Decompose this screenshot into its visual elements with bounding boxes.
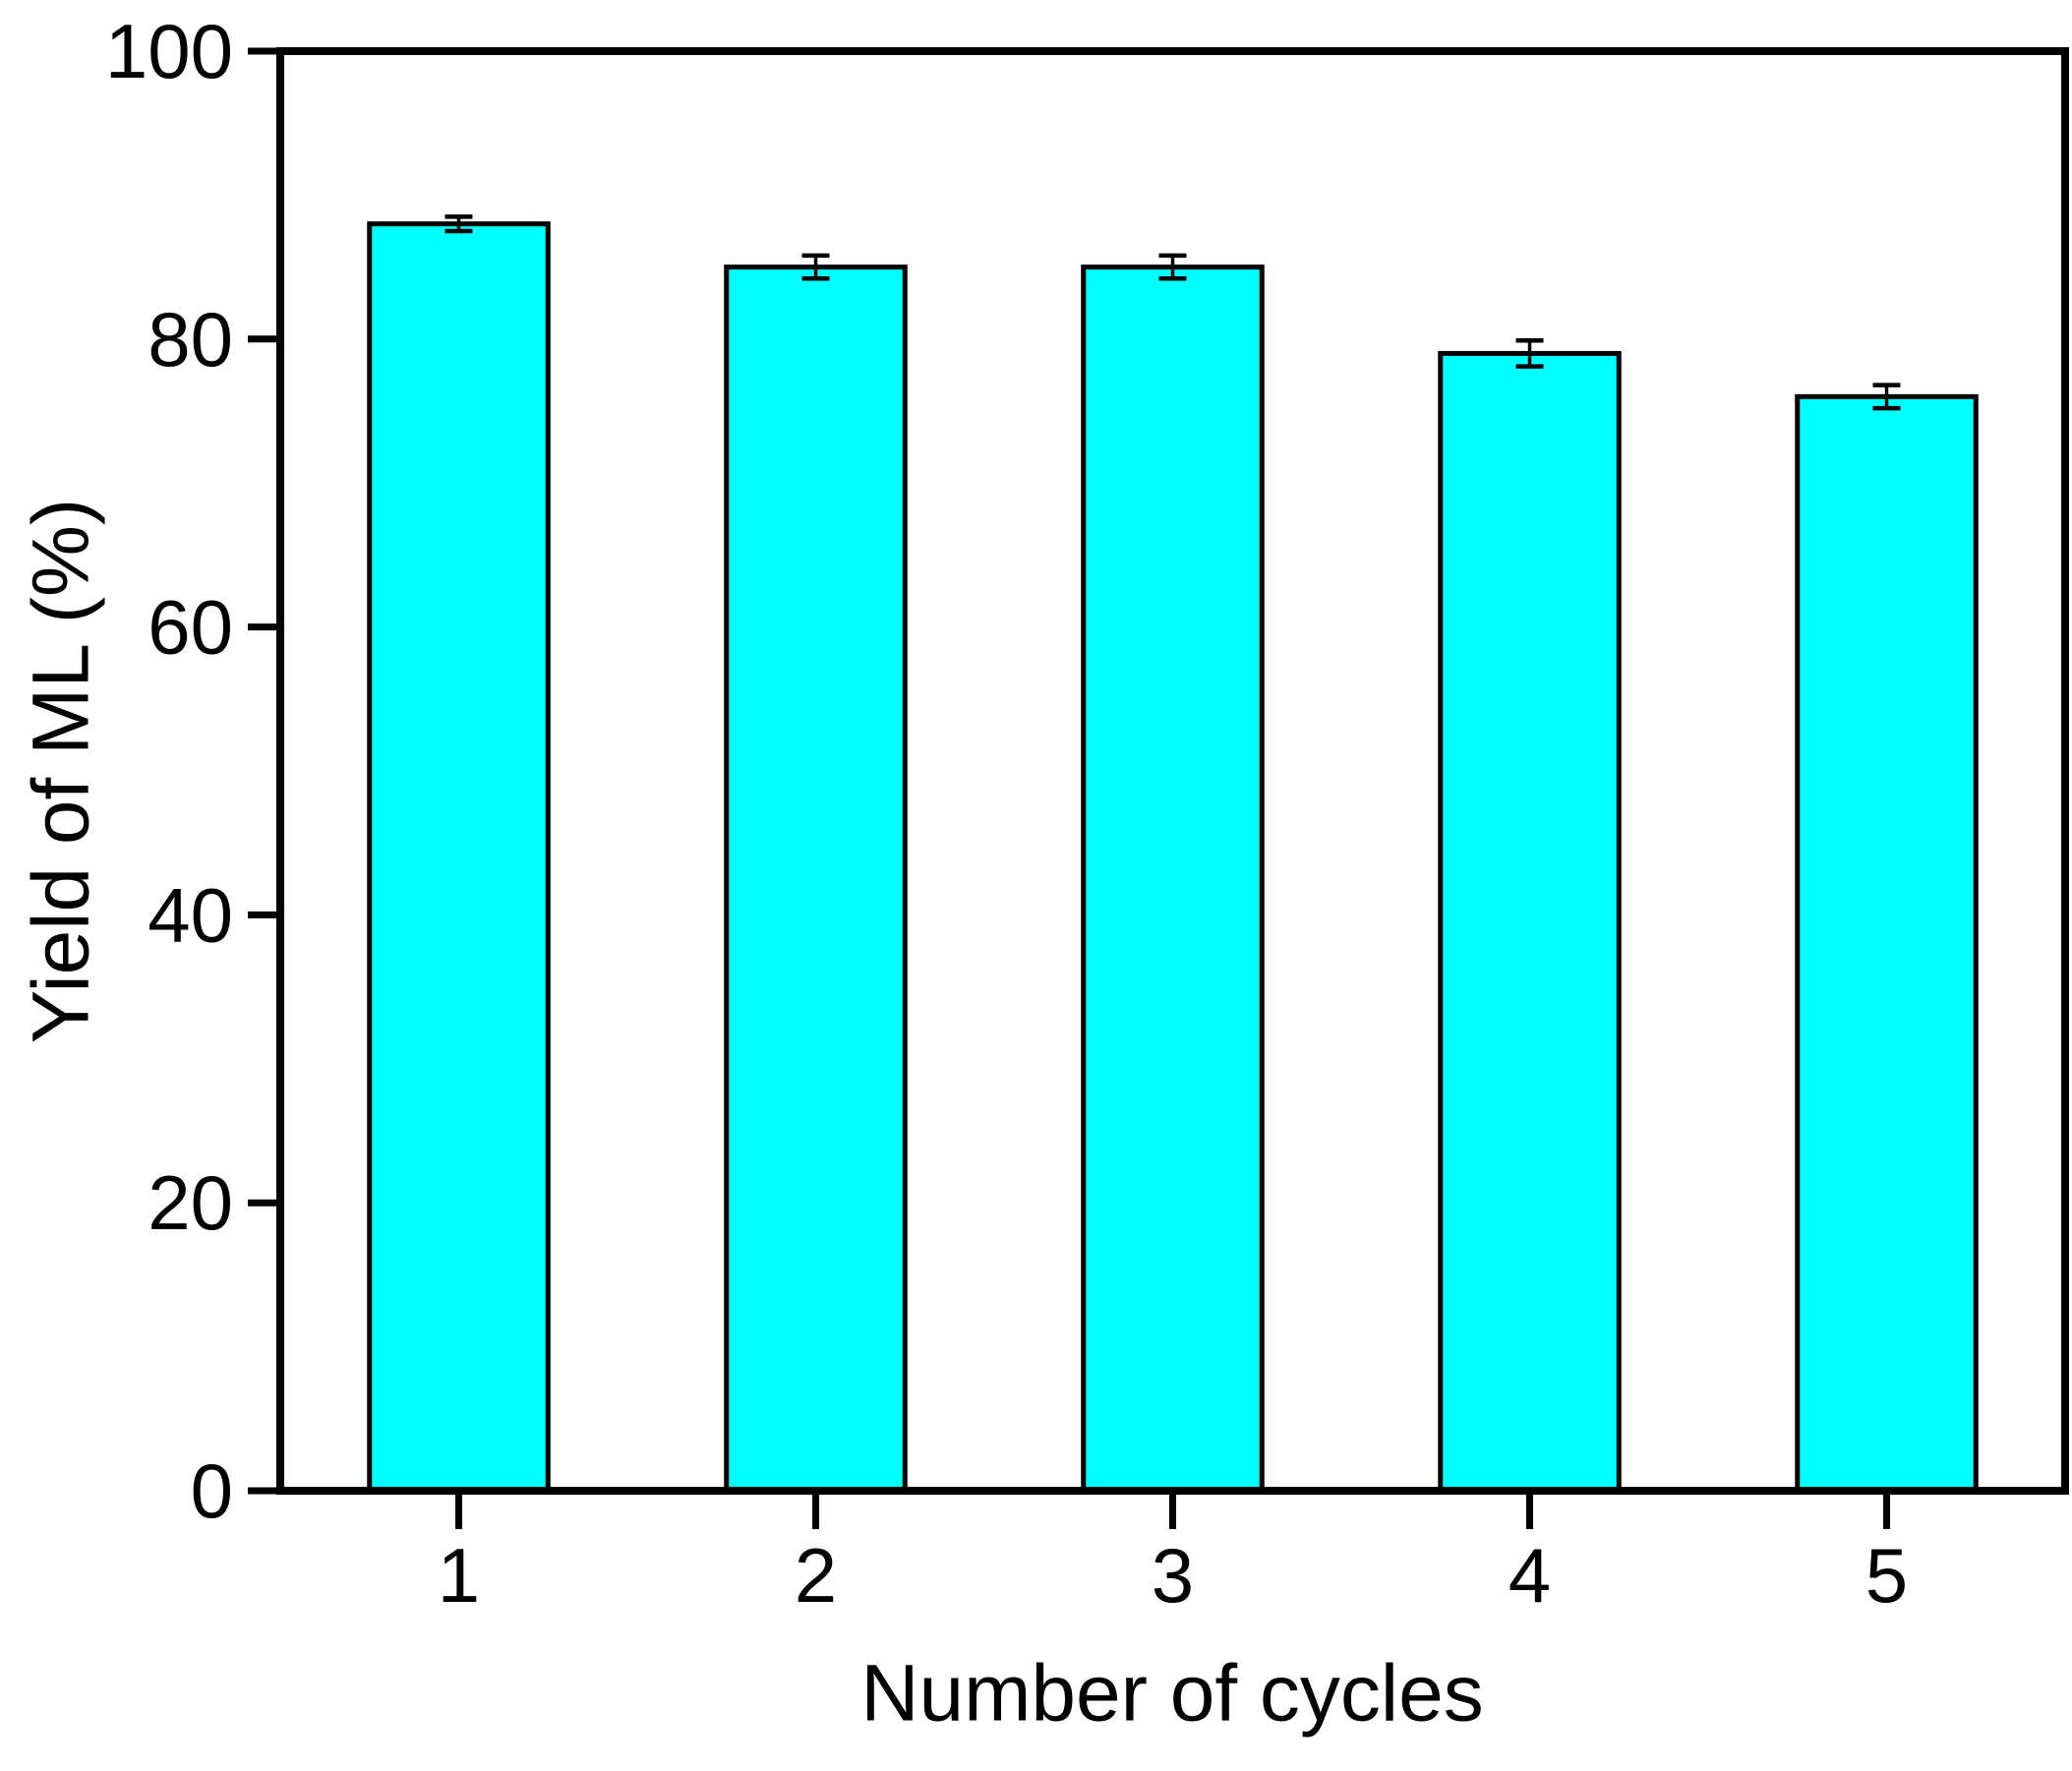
bar-cycle-3 [1081,265,1265,1494]
y-axis-tick-labels: 0 20 40 60 80 100 [105,8,233,1534]
y-tick-label: 20 [148,1159,233,1246]
y-tick-label: 0 [191,1447,233,1534]
bar-cycle-5 [1795,393,1979,1494]
x-tick-label: 2 [795,1532,837,1619]
x-axis-ticks [455,1495,1890,1529]
x-tick-label: 3 [1152,1532,1194,1619]
y-tick-label: 80 [148,296,233,383]
y-axis-title: Yield of ML (%) [17,499,106,1043]
bar-cycle-4 [1438,350,1622,1494]
x-tick-label: 5 [1865,1532,1908,1619]
y-axis-ticks [248,47,277,1495]
y-tick-label: 40 [148,871,233,958]
x-tick-label: 1 [438,1532,480,1619]
plot-frame [276,47,2069,1495]
x-axis-tick-labels: 1 2 3 4 5 [438,1532,1908,1619]
y-tick-label: 100 [105,8,233,94]
bar-cycle-1 [367,221,551,1494]
bars-layer [367,221,1979,1494]
x-axis-title: Number of cycles [860,1649,1483,1739]
x-tick-label: 4 [1509,1532,1551,1619]
y-tick-label: 60 [148,584,233,671]
error-bars-layer [444,214,1901,411]
bar-cycle-2 [724,265,908,1494]
